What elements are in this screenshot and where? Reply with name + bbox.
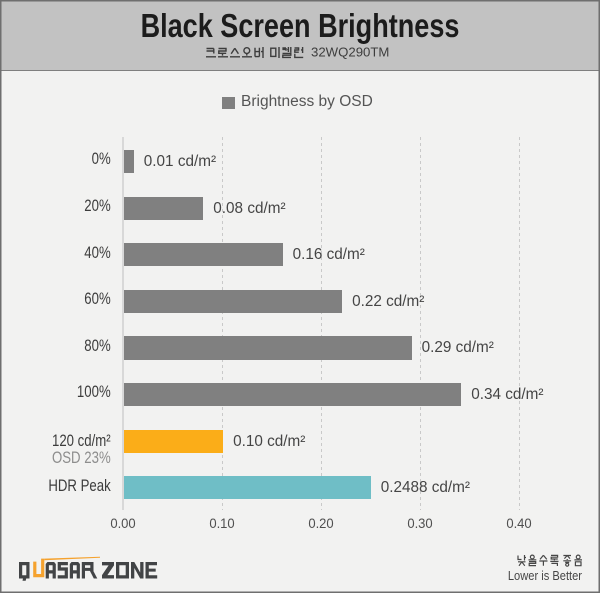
svg-text:32WQ290TM: 32WQ290TM	[311, 45, 389, 59]
